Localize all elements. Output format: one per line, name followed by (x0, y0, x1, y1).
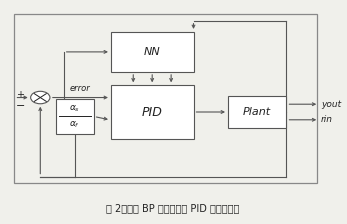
Circle shape (31, 91, 50, 104)
Bar (15, 14, 318, 183)
Bar (111, 32, 194, 72)
Text: Plant: Plant (243, 107, 271, 117)
Text: $\alpha_f$: $\alpha_f$ (69, 119, 80, 129)
Text: +: + (16, 90, 24, 100)
Text: rin: rin (321, 115, 333, 124)
Bar (228, 96, 287, 128)
Text: 图 2　基于 BP 网络的改进 PID 控制器结构: 图 2 基于 BP 网络的改进 PID 控制器结构 (106, 203, 239, 213)
Bar (111, 85, 194, 139)
Text: $\alpha_s$: $\alpha_s$ (69, 103, 80, 114)
Text: −: − (16, 101, 26, 111)
Text: error: error (70, 84, 91, 93)
Text: NN: NN (144, 47, 161, 57)
Text: PID: PID (142, 106, 163, 118)
Bar (56, 99, 94, 134)
Text: yout: yout (321, 100, 341, 109)
